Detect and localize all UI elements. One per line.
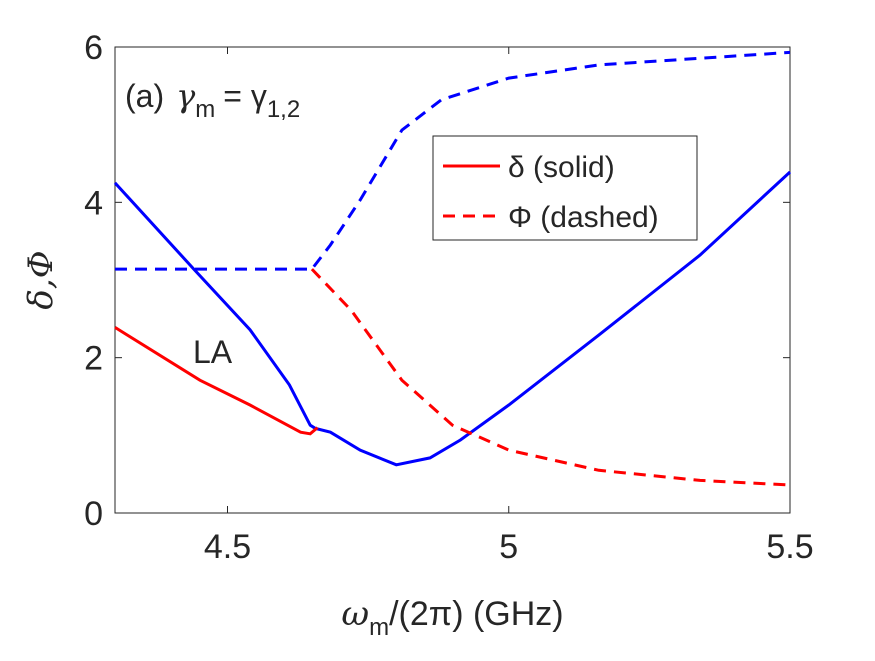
x-tick-label: 5.5: [766, 528, 813, 566]
x-label-rest: /(2π) (GHz): [389, 595, 564, 633]
annotation-symbol: γ: [176, 77, 196, 115]
annotation-sub2: 1,2: [267, 96, 300, 123]
series-line: [114, 326, 319, 436]
legend-box: [432, 135, 698, 241]
series-line: [310, 268, 791, 487]
annotation-rel: = γ: [223, 78, 267, 114]
x-axis-label: ωm/(2π) (GHz): [341, 594, 563, 641]
legend-label: δ (solid): [508, 151, 615, 184]
y-tick-label: 0: [84, 495, 103, 533]
x-label-symbol: ω: [341, 594, 369, 634]
annotation-label: (a): [125, 78, 164, 114]
annotation-sub: m: [195, 96, 215, 123]
y-tick-label: 4: [84, 184, 103, 222]
y-tick-label: 2: [84, 340, 103, 378]
legend-label: Φ (dashed): [508, 201, 659, 234]
series-line: [113, 170, 792, 467]
x-tick-label: 4.5: [204, 528, 251, 566]
plot-area: [114, 46, 791, 514]
series-line: [115, 50, 791, 271]
y-axis-label: δ,Φ: [21, 250, 61, 309]
annotation: (a) γm = γ1,2: [125, 77, 300, 123]
inline-label: LA: [193, 334, 233, 370]
y-tick-label: 6: [84, 29, 103, 67]
x-tick-label: 5: [499, 528, 518, 566]
x-label-sub: m: [369, 614, 389, 641]
